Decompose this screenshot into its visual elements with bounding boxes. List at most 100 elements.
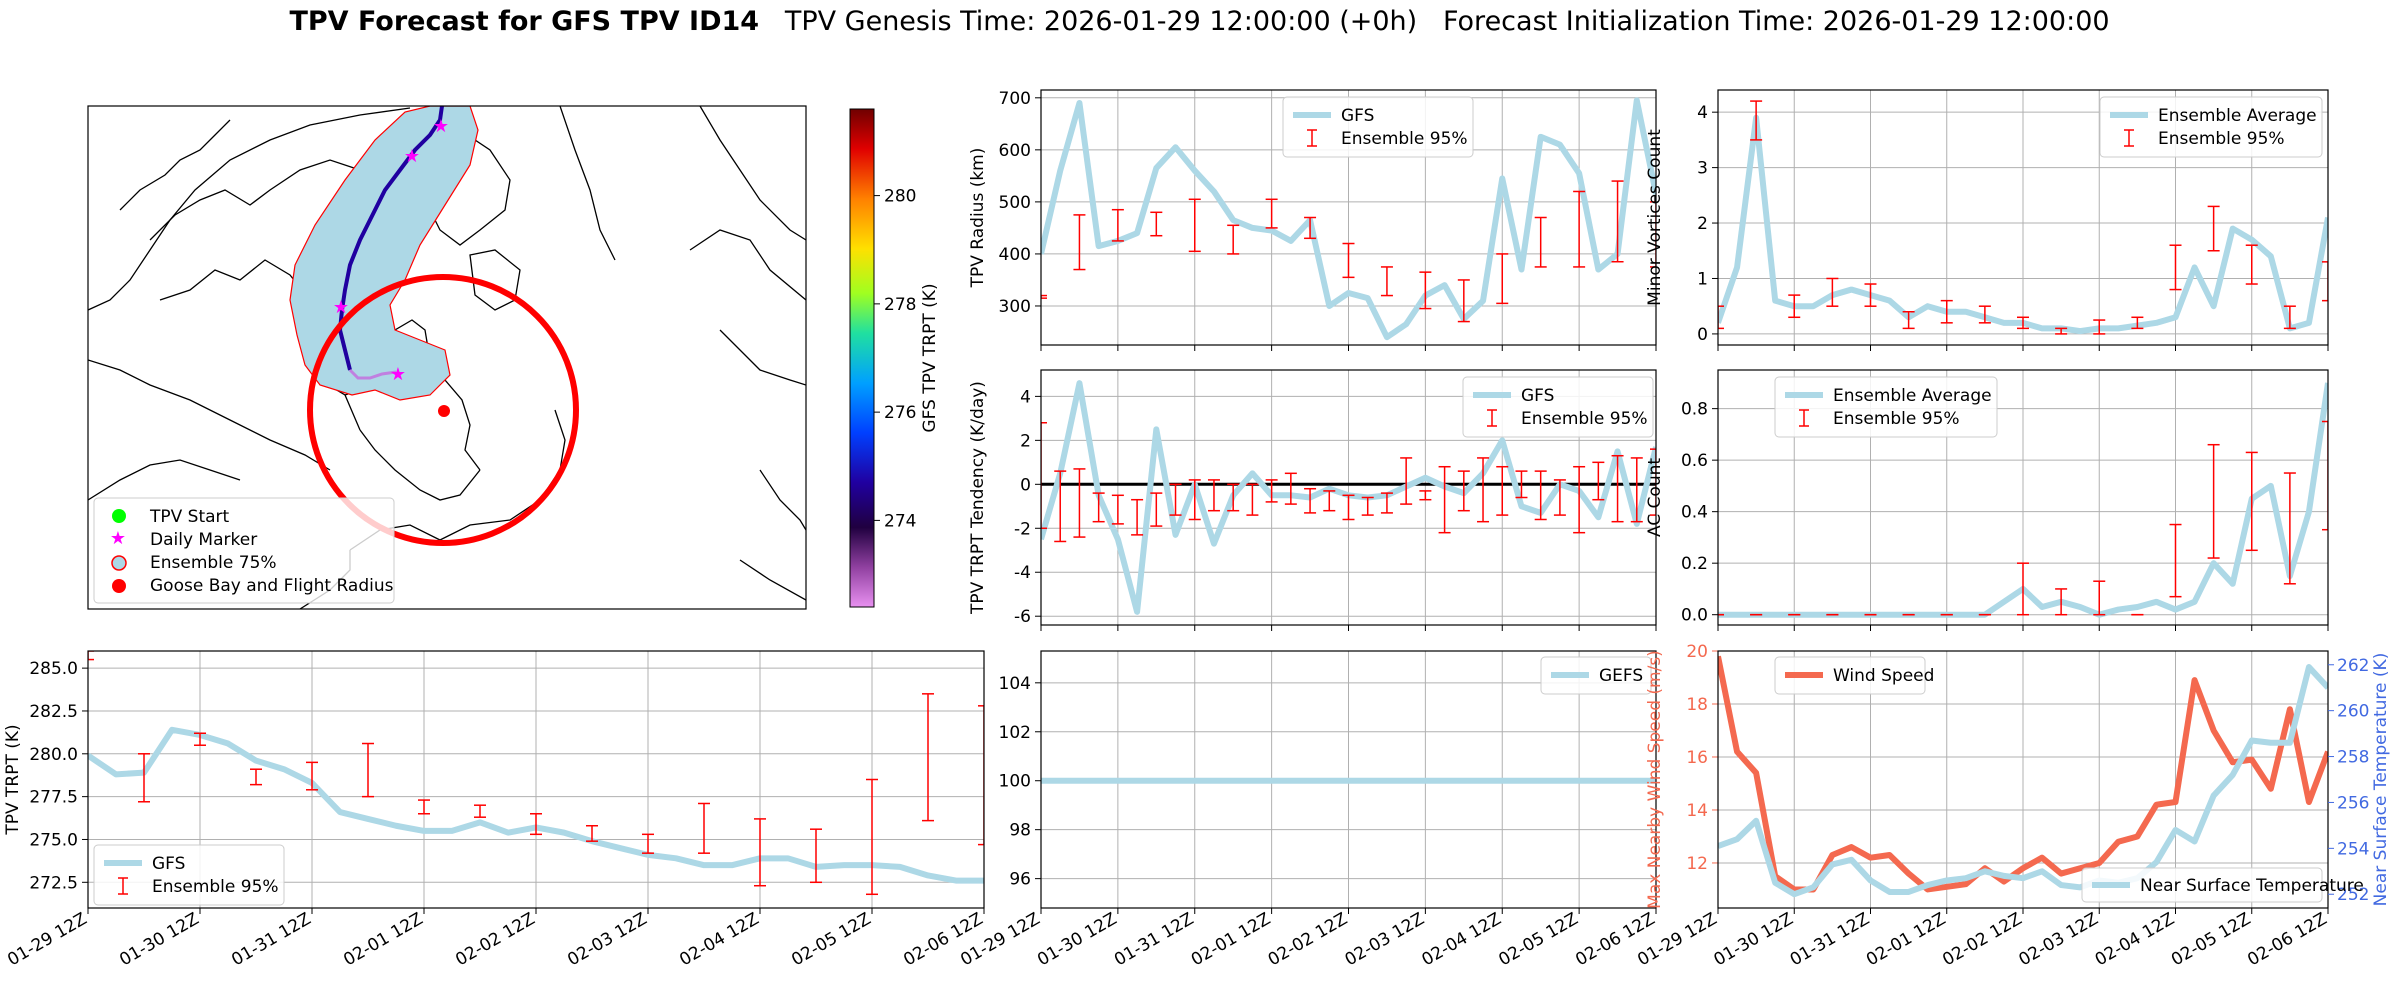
error-bar — [2017, 316, 2029, 330]
svg-text:★: ★ — [404, 146, 420, 167]
chart-trpt: 01-29 12Z 01-30 12Z 01-31 12Z 02-01 12Z 02-0… — [3, 650, 987, 970]
error-bar — [88, 651, 94, 661]
error-bar — [1630, 457, 1643, 523]
y-tick-label: 0.8 — [1681, 400, 1708, 420]
x-tick-label: 02-06 12Z — [2244, 909, 2330, 970]
y-tick-label: -6 — [1014, 607, 1031, 627]
colorbar-gradient — [849, 108, 875, 608]
error-bar — [1342, 494, 1355, 521]
x-tick-label: 01-31 12Z — [1111, 909, 1197, 970]
map-legend-label: Ensemble 75% — [150, 553, 277, 573]
error-bar — [2283, 472, 2296, 585]
error-bar — [1092, 492, 1105, 523]
legend-label: Ensemble 95% — [2158, 129, 2285, 149]
map-legend-label: Daily Marker — [150, 530, 257, 550]
legend: GFS Ensemble 95% — [1462, 376, 1654, 438]
chart-radius: 300 400 500 600 700 TPV Radius (km) GFS Ensembl… — [968, 89, 1657, 351]
y-tick-label: 0 — [1697, 325, 1708, 345]
y-tick-label: 96 — [1009, 870, 1031, 890]
y2-tick-label: 258 — [2337, 748, 2369, 768]
error-bar — [362, 742, 374, 798]
error-bar — [1380, 266, 1393, 297]
error-bar — [1864, 283, 1877, 307]
y-tick-label: 0 — [1020, 475, 1031, 495]
error-bar — [1457, 470, 1470, 512]
y-tick-label: 104 — [999, 674, 1031, 694]
error-bar — [2207, 205, 2220, 252]
error-bar — [1438, 465, 1451, 534]
colorbar-tick-label: 274 — [884, 511, 916, 531]
legend: GEFS — [1540, 656, 1652, 695]
svg-text:★: ★ — [433, 116, 449, 137]
x-tick-label: 02-02 12Z — [1265, 909, 1351, 970]
error-bar — [1246, 483, 1259, 516]
figure-title: TPV Forecast for GFS TPV ID14 TPV Genesi… — [0, 6, 2399, 37]
y-tick-label: 102 — [999, 723, 1031, 743]
error-bar — [1592, 461, 1605, 501]
y2-tick-label: 254 — [2337, 839, 2369, 859]
svg-text:★: ★ — [390, 364, 406, 385]
error-bar — [1553, 479, 1566, 516]
error-bar — [2017, 562, 2029, 616]
x-tick-label: 01-30 12Z — [1710, 909, 1796, 970]
error-bar — [1150, 492, 1163, 527]
y-tick-label: 1 — [1697, 269, 1708, 289]
error-bar — [2169, 523, 2182, 598]
y-tick-label: 272.5 — [29, 873, 78, 893]
error-bar — [754, 818, 766, 887]
x-tick-label: 02-02 12Z — [1939, 909, 2025, 970]
map-legend-label: Goose Bay and Flight Radius — [150, 576, 394, 596]
y2-tick-label: 260 — [2337, 702, 2369, 722]
x-tick-label: 02-03 12Z — [2015, 909, 2101, 970]
error-bar — [1265, 198, 1278, 229]
y-tick-label: 2 — [1697, 214, 1708, 234]
error-bar — [1400, 457, 1413, 505]
legend: GFS Ensemble 95% — [1282, 96, 1474, 158]
y-tick-label: 400 — [999, 245, 1031, 265]
y-tick-label: 4 — [1697, 103, 1708, 123]
y-tick-label: 14 — [1686, 801, 1708, 821]
init-time: Forecast Initialization Time: 2026-01-29… — [1442, 6, 2110, 37]
error-bar — [1826, 277, 1839, 307]
error-bar — [1496, 253, 1509, 305]
error-bar — [1188, 198, 1201, 253]
y-tick-label: 20 — [1686, 642, 1708, 662]
error-bar — [1054, 470, 1067, 543]
y-tick-label: 285.0 — [29, 659, 78, 679]
goose-bay-icon — [112, 579, 126, 593]
error-bar — [1718, 305, 1724, 330]
error-bar — [1111, 208, 1124, 242]
x-tick-label: 02-05 12Z — [788, 909, 874, 970]
error-bar — [1457, 279, 1470, 323]
daily-markers: ★ ★ ★ ★ — [333, 116, 449, 385]
error-bar — [586, 825, 598, 842]
genesis-time: TPV Genesis Time: 2026-01-29 12:00:00 (+… — [784, 6, 1418, 37]
error-bar — [1150, 211, 1163, 237]
y-tick-label: 0.6 — [1681, 451, 1708, 471]
error-bar — [2093, 319, 2106, 335]
daily-marker-icon: ★ — [110, 528, 126, 549]
error-bar — [2283, 305, 2296, 330]
x-tick-label: 02-04 12Z — [1418, 909, 1504, 970]
x-tick-label: 01-30 12Z — [116, 909, 202, 970]
error-bar — [530, 813, 542, 836]
y-tick-label: 2 — [1020, 431, 1031, 451]
legend-label: GFS — [152, 854, 185, 874]
colorbar-tick-label: 276 — [884, 403, 916, 423]
y2-axis-label: Near Surface Temperature (K) — [2371, 653, 2391, 907]
error-bar — [1419, 271, 1432, 310]
error-bar — [1380, 492, 1393, 514]
error-bar — [474, 804, 486, 818]
y2-tick-label: 252 — [2337, 885, 2369, 905]
y-axis-label: TPV Radius (km) — [968, 148, 988, 289]
error-bar — [2207, 443, 2220, 559]
error-bar — [1477, 457, 1490, 523]
colorbar-tick-label: 280 — [884, 187, 916, 207]
error-bar — [866, 778, 878, 896]
y-tick-label: 16 — [1686, 748, 1708, 768]
series-line — [1041, 97, 1656, 341]
error-bar — [1419, 490, 1432, 501]
